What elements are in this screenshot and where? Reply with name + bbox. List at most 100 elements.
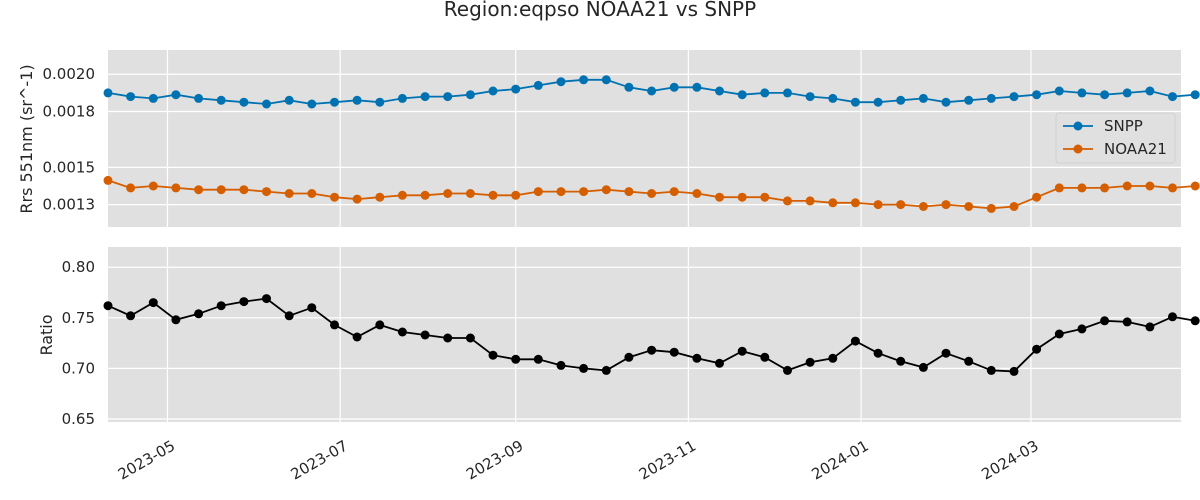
- bottom-point-ratio: [1168, 312, 1177, 322]
- bottom-point-ratio: [352, 332, 362, 342]
- top-point-noaa21: [737, 192, 747, 202]
- top-y-tick-label: 0.0018: [43, 102, 96, 120]
- legend-marker-noaa21: [1073, 144, 1083, 154]
- top-point-noaa21: [918, 202, 928, 211]
- x-tick-label: 2023-05: [115, 437, 178, 484]
- bottom-point-ratio: [783, 365, 792, 375]
- bottom-point-ratio: [307, 303, 317, 313]
- top-point-snpp: [1190, 90, 1200, 100]
- bottom-point-ratio: [624, 352, 634, 362]
- top-point-snpp: [420, 92, 430, 102]
- top-point-snpp: [126, 92, 136, 102]
- top-point-snpp: [533, 80, 543, 90]
- bottom-point-ratio: [375, 320, 385, 330]
- top-point-noaa21: [148, 181, 158, 191]
- bottom-point-ratio: [918, 362, 928, 372]
- bottom-point-ratio: [148, 298, 158, 308]
- top-point-noaa21: [941, 200, 951, 210]
- top-point-snpp: [443, 92, 453, 102]
- top-point-snpp: [918, 93, 928, 103]
- bottom-y-tick-label: 0.80: [62, 258, 95, 276]
- bottom-point-ratio: [556, 360, 566, 370]
- top-point-noaa21: [873, 200, 883, 210]
- top-point-noaa21: [465, 189, 475, 198]
- top-point-noaa21: [805, 196, 815, 206]
- bottom-point-ratio: [828, 353, 838, 363]
- bottom-point-ratio: [647, 345, 657, 355]
- top-point-snpp: [850, 97, 860, 107]
- top-point-snpp: [465, 90, 475, 100]
- top-point-noaa21: [420, 190, 430, 200]
- top-point-snpp: [1100, 90, 1110, 100]
- top-panel: 0.0013 0.0015 0.0018 0.0020 Rrs 551nm (sr^-…: [17, 50, 1200, 227]
- bottom-point-ratio: [805, 357, 815, 367]
- top-point-snpp: [828, 93, 838, 103]
- top-point-noaa21: [443, 189, 453, 198]
- top-point-snpp: [239, 97, 249, 107]
- top-point-snpp: [307, 99, 317, 109]
- top-point-snpp: [873, 97, 883, 107]
- top-point-noaa21: [126, 183, 136, 193]
- top-point-noaa21: [1009, 202, 1019, 211]
- top-point-noaa21: [511, 190, 521, 200]
- legend-label-snpp: SNPP: [1104, 117, 1143, 135]
- top-point-snpp: [262, 99, 271, 109]
- top-point-noaa21: [1168, 183, 1177, 193]
- bottom-point-ratio: [986, 365, 996, 375]
- bottom-y-axis-label: Ratio: [37, 314, 56, 355]
- top-point-snpp: [1009, 92, 1019, 102]
- top-point-noaa21: [1190, 181, 1200, 191]
- top-point-noaa21: [216, 185, 226, 195]
- top-y-axis-label: Rrs 551nm (sr^-1): [17, 64, 36, 213]
- top-point-snpp: [896, 95, 906, 105]
- bottom-point-ratio: [964, 356, 974, 366]
- bottom-point-ratio: [533, 354, 543, 364]
- bottom-point-ratio: [896, 356, 906, 366]
- top-point-noaa21: [896, 200, 906, 210]
- top-point-snpp: [488, 86, 498, 96]
- top-point-noaa21: [964, 202, 974, 211]
- top-point-noaa21: [986, 203, 996, 213]
- top-point-snpp: [715, 86, 724, 96]
- bottom-y-tick-label: 0.65: [62, 410, 95, 428]
- bottom-point-ratio: [1100, 316, 1110, 326]
- top-point-snpp: [194, 93, 204, 103]
- bottom-point-ratio: [126, 311, 136, 321]
- top-point-noaa21: [194, 185, 204, 195]
- bottom-y-tick-label: 0.75: [62, 309, 95, 327]
- bottom-point-ratio: [873, 348, 883, 358]
- bottom-point-ratio: [692, 353, 702, 363]
- top-point-snpp: [692, 82, 702, 92]
- top-point-noaa21: [601, 185, 611, 195]
- bottom-point-ratio: [262, 294, 271, 304]
- bottom-point-ratio: [103, 301, 113, 311]
- top-point-noaa21: [239, 185, 249, 195]
- bottom-point-ratio: [488, 350, 498, 360]
- top-point-snpp: [941, 97, 951, 107]
- top-point-noaa21: [1032, 192, 1042, 202]
- top-y-tick-label: 0.0013: [43, 196, 96, 214]
- top-point-snpp: [647, 86, 657, 96]
- top-point-noaa21: [330, 192, 339, 202]
- top-point-snpp: [760, 88, 770, 98]
- top-point-snpp: [171, 90, 181, 100]
- top-point-snpp: [375, 97, 385, 107]
- top-point-noaa21: [760, 192, 770, 202]
- bottom-point-ratio: [1032, 344, 1042, 354]
- bottom-point-ratio: [511, 354, 521, 364]
- bottom-panel: 0.65 0.70 0.75 0.80 Ratio: [37, 247, 1200, 428]
- bottom-point-ratio: [1190, 316, 1200, 326]
- top-point-noaa21: [171, 183, 181, 193]
- bottom-point-ratio: [420, 330, 430, 340]
- top-point-snpp: [397, 93, 407, 103]
- top-point-noaa21: [1054, 183, 1064, 193]
- top-y-tick-label: 0.0020: [43, 65, 96, 83]
- top-point-noaa21: [284, 189, 294, 198]
- top-point-snpp: [783, 88, 792, 98]
- top-point-noaa21: [828, 198, 838, 208]
- top-point-snpp: [556, 77, 566, 87]
- bottom-point-ratio: [330, 320, 339, 330]
- bottom-point-ratio: [579, 363, 589, 373]
- top-point-snpp: [601, 75, 611, 85]
